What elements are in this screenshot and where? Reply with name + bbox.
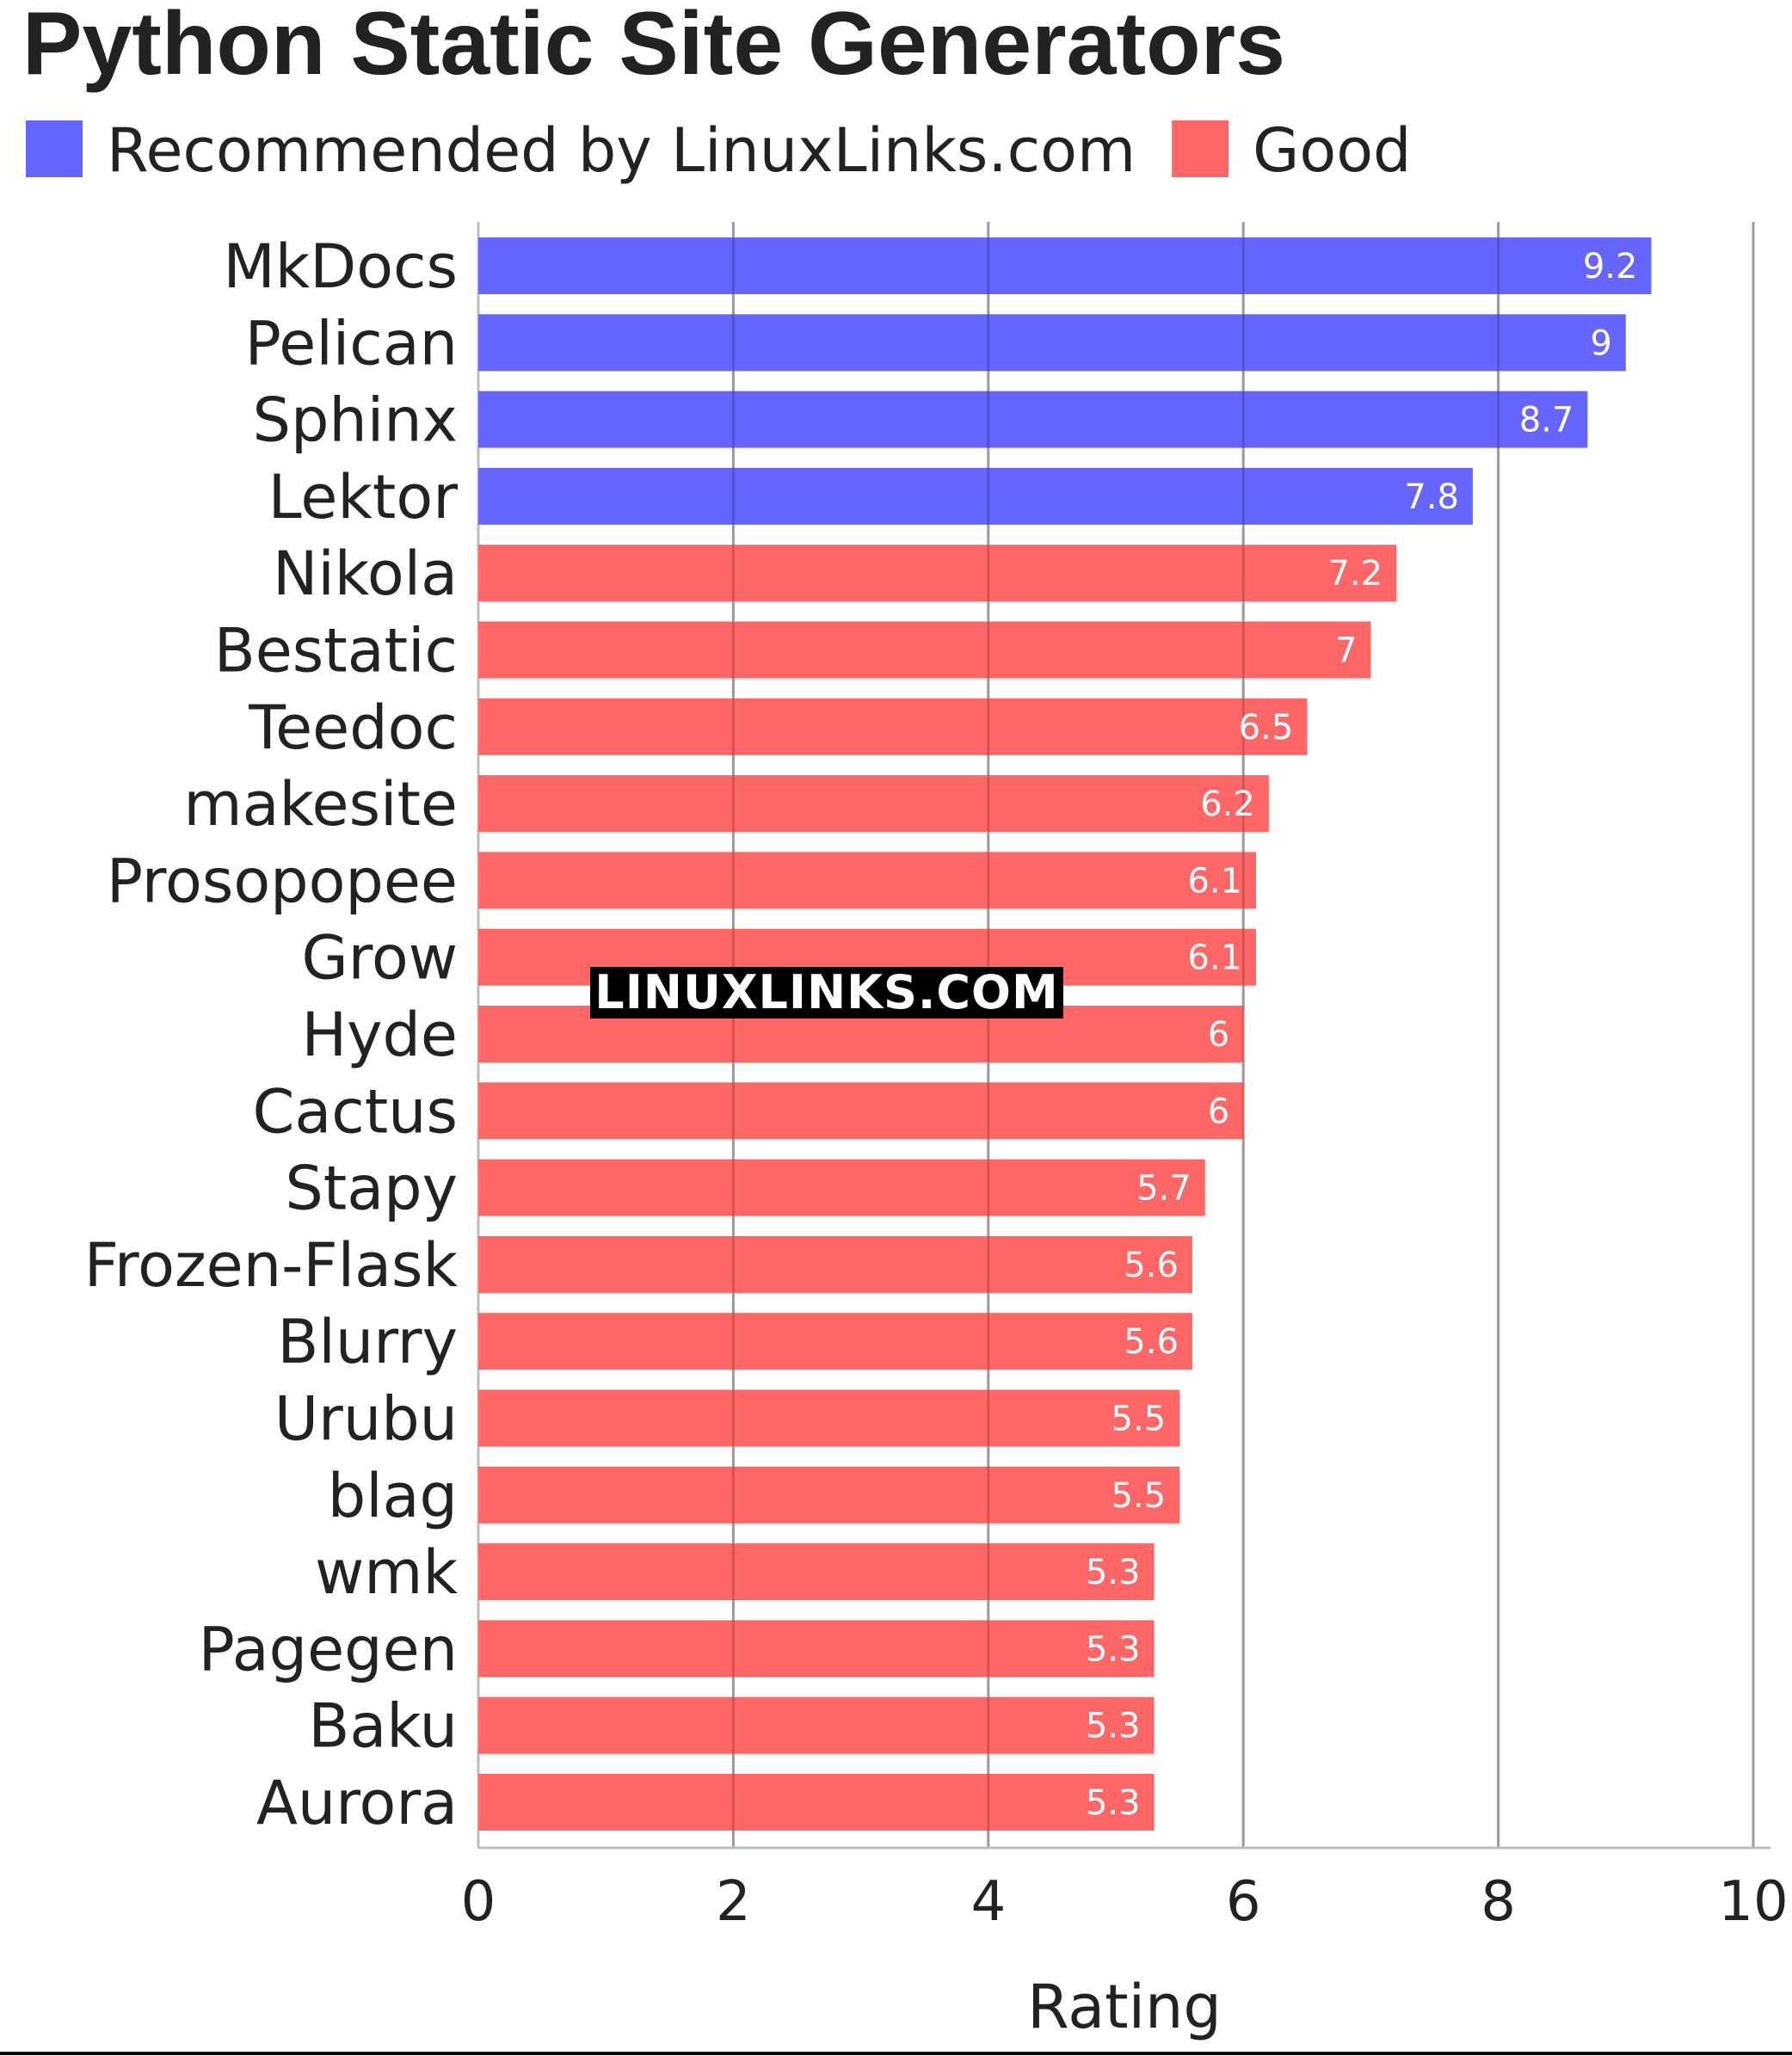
bar-lektor <box>478 467 1473 525</box>
bar-baku <box>478 1696 1155 1754</box>
bar-aurora <box>478 1774 1155 1831</box>
value-label-nikola: 7.2 <box>1327 554 1382 594</box>
value-label-urubu: 5.5 <box>1111 1400 1166 1439</box>
x-tick-label-0: 0 <box>461 1870 496 1934</box>
x-tick-label-6: 6 <box>1226 1870 1261 1934</box>
category-label-pelican: Pelican <box>245 308 458 379</box>
legend-label-1: Good <box>1253 115 1411 186</box>
category-label-stapy: Stapy <box>285 1154 458 1224</box>
bar-nikola <box>478 545 1397 602</box>
legend-label-0: Recommended by LinuxLinks.com <box>107 115 1136 186</box>
bar-blurry <box>478 1313 1192 1370</box>
bars <box>478 237 1652 1831</box>
watermark: LINUXLINKS.COM <box>590 965 1063 1019</box>
x-tick-label-2: 2 <box>716 1870 751 1934</box>
value-label-makesite: 6.2 <box>1200 785 1255 824</box>
value-labels: 9.2 9 8.7 7.8 7.2 7 6.5 6.2 6.1 6.1 6 6 5.7 5.6 5.6 5.5… <box>1086 247 1638 1823</box>
bar-makesite <box>478 775 1269 833</box>
x-tick-label-4: 4 <box>970 1870 1006 1934</box>
category-label-hyde: Hyde <box>301 1000 458 1070</box>
watermark-background <box>590 967 1063 1019</box>
value-label-pagegen: 5.3 <box>1086 1629 1141 1669</box>
category-label-urubu: Urubu <box>274 1384 458 1455</box>
bar-sphinx <box>478 391 1588 448</box>
category-label-blurry: Blurry <box>277 1307 458 1377</box>
category-label-makesite: makesite <box>183 769 458 840</box>
legend-swatch-0 <box>26 120 83 177</box>
bar-prosopopee <box>478 852 1257 909</box>
category-label-wmk: wmk <box>315 1537 458 1608</box>
bar-frozen-flask <box>478 1235 1192 1293</box>
value-label-hyde: 6 <box>1208 1015 1229 1055</box>
category-label-prosopopee: Prosopopee <box>107 846 458 916</box>
value-label-blurry: 5.6 <box>1124 1322 1179 1362</box>
category-label-pagegen: Pagegen <box>199 1614 458 1684</box>
value-label-aurora: 5.3 <box>1086 1783 1141 1823</box>
category-label-nikola: Nikola <box>273 539 458 609</box>
bar-stapy <box>478 1159 1205 1216</box>
chart-title: Python Static Site Generators <box>22 0 1285 94</box>
category-label-cactus: Cactus <box>252 1076 458 1147</box>
bar-cactus <box>478 1082 1244 1140</box>
grid-overlay <box>731 222 1755 1848</box>
category-label-bestatic: Bestatic <box>214 616 458 686</box>
value-label-sphinx: 8.7 <box>1519 401 1574 440</box>
bar-bestatic <box>478 621 1371 679</box>
category-label-sphinx: Sphinx <box>253 385 458 456</box>
value-label-prosopopee: 6.1 <box>1187 861 1242 901</box>
x-axis-title: Rating <box>1027 1972 1222 2042</box>
bar-blag <box>478 1466 1180 1524</box>
value-label-blag: 5.5 <box>1111 1476 1166 1516</box>
value-label-pelican: 9 <box>1590 323 1611 363</box>
bar-pagegen <box>478 1620 1155 1677</box>
category-label-frozen-flask: Frozen-Flask <box>84 1230 459 1301</box>
legend: Recommended by LinuxLinks.com Good <box>26 115 1412 186</box>
category-labels: MkDocsPelicanSphinxLektorNikolaBestaticT… <box>84 231 459 1838</box>
value-label-mkdocs: 9.2 <box>1583 247 1638 286</box>
value-label-wmk: 5.3 <box>1086 1553 1141 1592</box>
value-label-grow: 6.1 <box>1187 939 1242 978</box>
value-label-bestatic: 7 <box>1335 631 1357 671</box>
category-label-baku: Baku <box>308 1691 458 1762</box>
bar-teedoc <box>478 698 1308 755</box>
value-label-stapy: 5.7 <box>1136 1169 1192 1209</box>
value-label-baku: 5.3 <box>1086 1707 1141 1746</box>
x-tick-label-8: 8 <box>1481 1870 1516 1934</box>
bar-pelican <box>478 314 1626 372</box>
legend-swatch-1 <box>1172 120 1229 177</box>
bar-wmk <box>478 1543 1155 1601</box>
value-label-teedoc: 6.5 <box>1239 708 1294 748</box>
x-tick-label-10: 10 <box>1718 1870 1788 1934</box>
value-label-lektor: 7.8 <box>1404 477 1459 517</box>
bar-mkdocs <box>478 237 1652 294</box>
bar-urubu <box>478 1389 1180 1447</box>
value-label-cactus: 6 <box>1208 1092 1229 1131</box>
category-label-blag: blag <box>328 1461 458 1531</box>
category-label-aurora: Aurora <box>256 1768 458 1838</box>
category-label-mkdocs: MkDocs <box>223 231 458 302</box>
x-axis-ticks: 0 2 4 6 8 10 <box>461 1870 1789 1934</box>
value-label-frozen-flask: 5.6 <box>1124 1246 1179 1285</box>
watermark-text: LINUXLINKS.COM <box>594 965 1058 1019</box>
category-label-teedoc: Teedoc <box>248 693 458 763</box>
category-label-grow: Grow <box>301 923 458 994</box>
category-label-lektor: Lektor <box>268 462 459 532</box>
